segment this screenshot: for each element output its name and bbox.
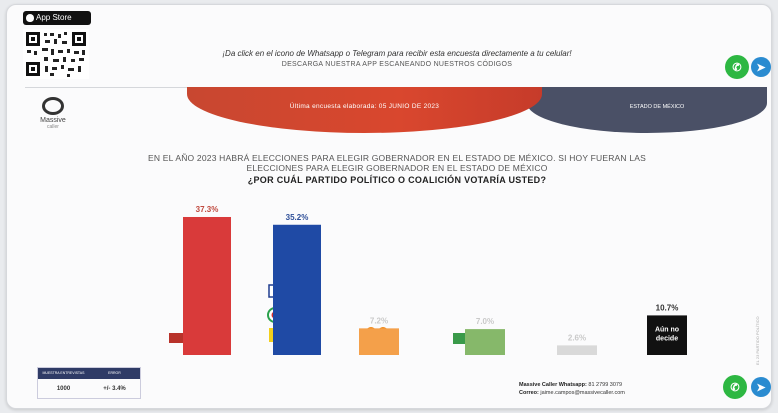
qr-code-icon[interactable] [23, 29, 89, 79]
whatsapp-icon[interactable]: ✆ [723, 375, 747, 399]
margin-of-error: +/- 3.4% [103, 386, 126, 392]
undecided-label: Aún no [655, 326, 679, 333]
telegram-icon[interactable]: ➤ [751, 57, 771, 77]
bar-value-label: 7.0% [476, 317, 494, 326]
header-download: DESCARGA NUESTRA APP ESCANEANDO NUESTROS… [281, 61, 513, 68]
sample-size: 1000 [56, 386, 71, 392]
app-store-badge[interactable]: App Store [23, 11, 91, 25]
methodology-box: MUESTRA ENTREVISTAS ERROR 1000 +/- 3.4% [37, 367, 141, 399]
bar-value-label: 10.7% [656, 303, 679, 312]
poll-card: App Store ¡Da click en el icono de Whats… [6, 4, 772, 409]
bar-morena [183, 216, 231, 355]
telegram-icon[interactable]: ➤ [751, 377, 771, 397]
bar-otro [557, 345, 597, 355]
header-cta: ¡Da click en el icono de Whatsapp o Tele… [107, 49, 687, 68]
bar-mc [359, 328, 399, 355]
massive-caller-logo: Massive caller [31, 97, 75, 130]
pvem-logo-icon [453, 333, 471, 344]
contact-info: Massive Caller Whatsapp: 81 2799 3079 Co… [519, 382, 625, 396]
morena-logo-icon [169, 333, 191, 343]
whatsapp-icon[interactable]: ✆ [725, 55, 749, 79]
bars-group: 37.3% 35.2% 7.2% 7.0% 2.6% 10.7% Aún no decide [183, 205, 687, 355]
header-instruction: ¡Da click en el icono de Whatsapp o Tele… [222, 49, 572, 58]
bar-a-n-no-decide [647, 315, 687, 355]
bar-value-label: 37.3% [196, 205, 219, 214]
bar-value-label: 7.2% [370, 316, 388, 325]
vote-intention-chart: 37.3% 35.2% 7.2% 7.0% 2.6% 10.7% Aún no decide [169, 205, 687, 355]
question-title: ¿POR CUÁL PARTIDO POLÍTICO O COALICIÓN V… [247, 175, 547, 185]
bar-pvem [465, 329, 505, 355]
side-note: EL 23 PARTIDO POLÍTICO [755, 316, 760, 365]
undecided-label: decide [656, 335, 678, 342]
bar-value-label: 35.2% [286, 213, 309, 222]
region-banner: ESTADO DE MÉXICO [527, 87, 767, 133]
logo-mark-icon [42, 97, 64, 115]
question-intro: EN EL AÑO 2023 HABRÁ ELECCIONES PARA ELE… [147, 153, 646, 173]
bar-pan-pri-prd [273, 224, 321, 355]
apple-icon [26, 14, 34, 22]
date-banner: Última encuesta elaborada: 05 JUNIO DE 2… [187, 87, 542, 133]
bar-value-label: 2.6% [568, 333, 586, 342]
